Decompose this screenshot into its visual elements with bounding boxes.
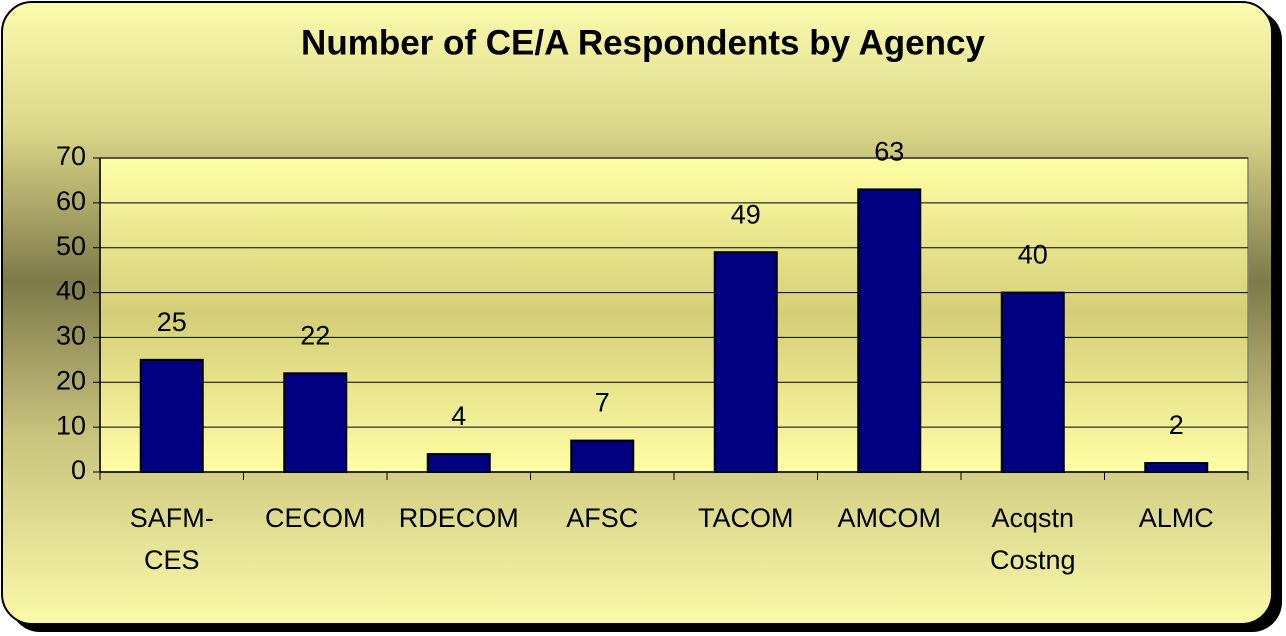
chart-title: Number of CE/A Respondents by Agency: [301, 23, 985, 62]
y-tick-label: 30: [56, 321, 86, 351]
x-tick-label: TACOM: [698, 503, 794, 533]
value-label: 7: [595, 388, 610, 418]
y-tick-label: 70: [56, 141, 86, 171]
x-tick-label: Acqstn Costng: [990, 503, 1076, 575]
bar: [857, 188, 922, 473]
value-label: 2: [1169, 410, 1184, 440]
x-tick-label: RDECOM: [399, 503, 519, 533]
y-tick-label: 60: [56, 186, 86, 216]
x-tick-label: ALMC: [1139, 503, 1214, 533]
bar: [1144, 462, 1209, 473]
bar: [713, 251, 778, 473]
y-tick-label: 10: [56, 410, 86, 440]
value-label: 63: [874, 137, 904, 167]
value-label: 49: [731, 199, 761, 229]
bar: [139, 358, 204, 474]
bar: [570, 439, 635, 474]
value-label: 22: [300, 320, 330, 350]
y-tick-label: 20: [56, 365, 86, 395]
x-tick-label: AFSC: [566, 503, 638, 533]
value-label: 25: [157, 307, 187, 337]
y-tick-label: 50: [56, 231, 86, 261]
bar: [283, 372, 348, 474]
y-tick-label: 40: [56, 276, 86, 306]
value-label: 4: [451, 401, 466, 431]
x-tick-label: CECOM: [265, 503, 366, 533]
bar: [1000, 291, 1065, 474]
value-label: 40: [1018, 240, 1048, 270]
x-tick-label: AMCOM: [838, 503, 942, 533]
bar: [426, 453, 491, 473]
x-tick-label: SAFM-CES: [130, 503, 214, 575]
plot-area: [99, 157, 1249, 473]
y-tick-label: 0: [71, 455, 86, 485]
